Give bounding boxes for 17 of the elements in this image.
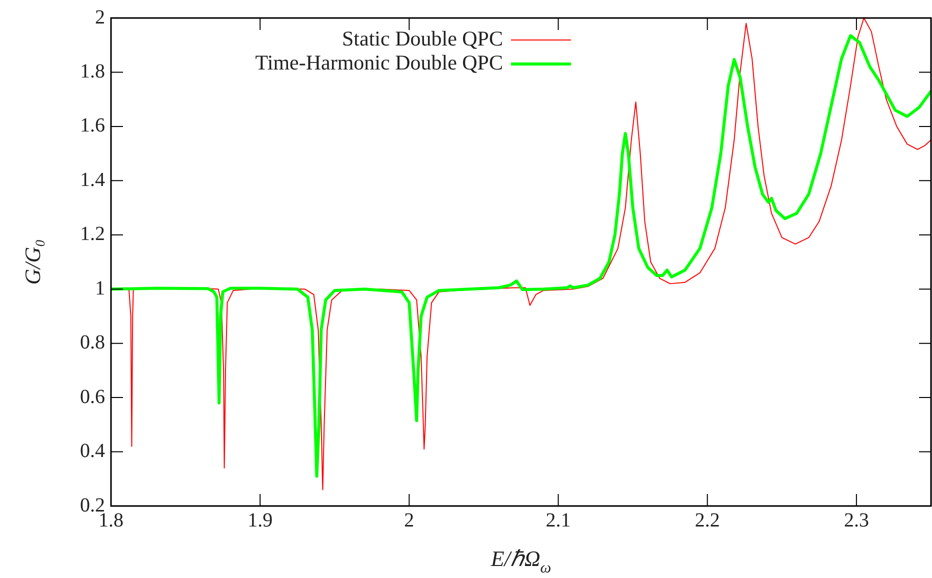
x-tick-label: 2.3 — [844, 509, 869, 532]
x-tick-label: 2.1 — [546, 509, 571, 532]
y-tick-label: 0.8 — [80, 332, 105, 354]
y-tick-label: 2 — [95, 6, 105, 28]
y-tick-label: 1 — [95, 277, 105, 300]
y-tick-label: 0.4 — [80, 440, 105, 462]
x-tick-label: 1.9 — [248, 509, 273, 532]
y-tick-label: 1.6 — [80, 114, 105, 137]
y-tick-label: 1.8 — [80, 60, 105, 82]
legend-label: Time-Harmonic Double QPC — [255, 50, 503, 75]
legend-label: Static Double QPC — [342, 26, 503, 51]
x-tick-label: 2.2 — [694, 509, 720, 532]
y-tick-label: 1.2 — [80, 223, 105, 246]
y-axis-title: G/G₀ — [20, 239, 45, 285]
y-tick-label: 1.4 — [80, 168, 105, 191]
y-tick-label: 0.6 — [80, 386, 105, 408]
x-tick-label: 2 — [404, 509, 414, 532]
